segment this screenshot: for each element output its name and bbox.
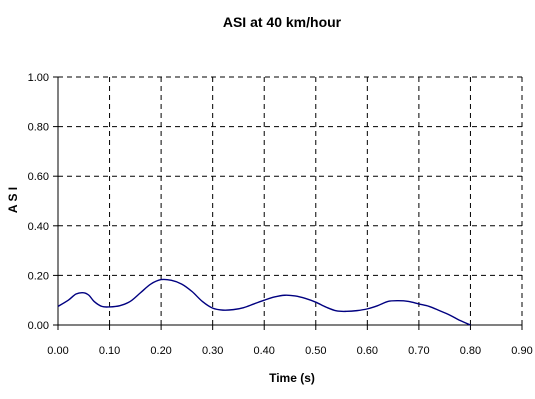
y-tick-label: 0.80 [28,122,49,134]
y-axis-label: A S I [6,187,20,213]
x-axis-label: Time (s) [269,371,315,385]
y-tick-label: 0.60 [28,171,49,183]
data-series [57,278,471,326]
x-tick-label: 0.70 [408,345,429,357]
y-tick-label: 0.40 [28,221,49,233]
x-tick-label: 0.00 [47,345,68,357]
y-tick-label: 0.20 [28,270,49,282]
x-tick-label: 0.80 [460,345,481,357]
x-tick-label: 0.40 [254,345,275,357]
chart-title: ASI at 40 km/hour [223,14,342,30]
x-tick-label: 0.20 [150,345,171,357]
x-tick-label: 0.30 [202,345,223,357]
grid-lines [58,76,523,325]
asi-series-line [57,278,471,326]
axes [53,76,523,330]
y-tick-label: 1.00 [28,72,49,84]
x-tick-label: 0.90 [511,345,532,357]
y-tick-label: 0.00 [28,320,49,332]
x-tick-label: 0.10 [99,345,120,357]
x-tick-label: 0.60 [357,345,378,357]
x-tick-label: 0.50 [305,345,326,357]
tick-labels: 0.00 0.20 0.40 0.60 0.80 1.00 0.00 0.10 0.20 0.30… [28,72,533,357]
